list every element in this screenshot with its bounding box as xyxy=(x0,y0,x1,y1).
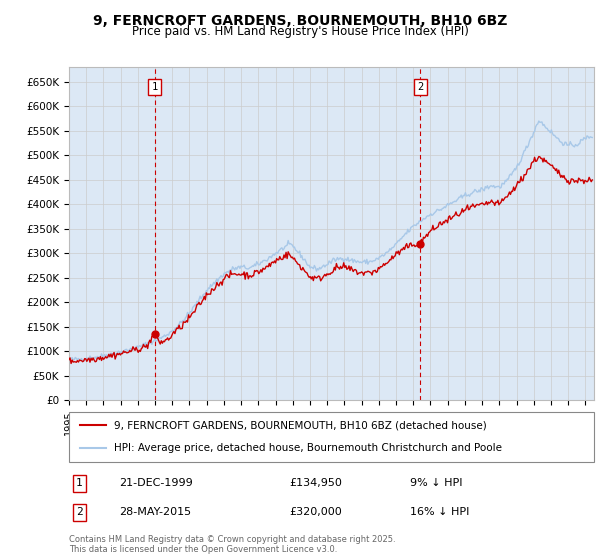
FancyBboxPatch shape xyxy=(69,412,594,462)
Text: 28-MAY-2015: 28-MAY-2015 xyxy=(119,507,191,517)
Text: 9, FERNCROFT GARDENS, BOURNEMOUTH, BH10 6BZ (detached house): 9, FERNCROFT GARDENS, BOURNEMOUTH, BH10 … xyxy=(113,420,487,430)
Text: 2: 2 xyxy=(417,82,424,92)
Text: 2: 2 xyxy=(76,507,83,517)
Text: Contains HM Land Registry data © Crown copyright and database right 2025.
This d: Contains HM Land Registry data © Crown c… xyxy=(69,535,395,554)
Text: Price paid vs. HM Land Registry's House Price Index (HPI): Price paid vs. HM Land Registry's House … xyxy=(131,25,469,38)
Text: 9, FERNCROFT GARDENS, BOURNEMOUTH, BH10 6BZ: 9, FERNCROFT GARDENS, BOURNEMOUTH, BH10 … xyxy=(93,14,507,28)
Text: £134,950: £134,950 xyxy=(290,478,343,488)
Text: 21-DEC-1999: 21-DEC-1999 xyxy=(119,478,193,488)
Text: £320,000: £320,000 xyxy=(290,507,342,517)
Text: 16% ↓ HPI: 16% ↓ HPI xyxy=(410,507,470,517)
Text: HPI: Average price, detached house, Bournemouth Christchurch and Poole: HPI: Average price, detached house, Bour… xyxy=(113,444,502,454)
Text: 9% ↓ HPI: 9% ↓ HPI xyxy=(410,478,463,488)
Text: 1: 1 xyxy=(76,478,83,488)
Text: 1: 1 xyxy=(151,82,158,92)
